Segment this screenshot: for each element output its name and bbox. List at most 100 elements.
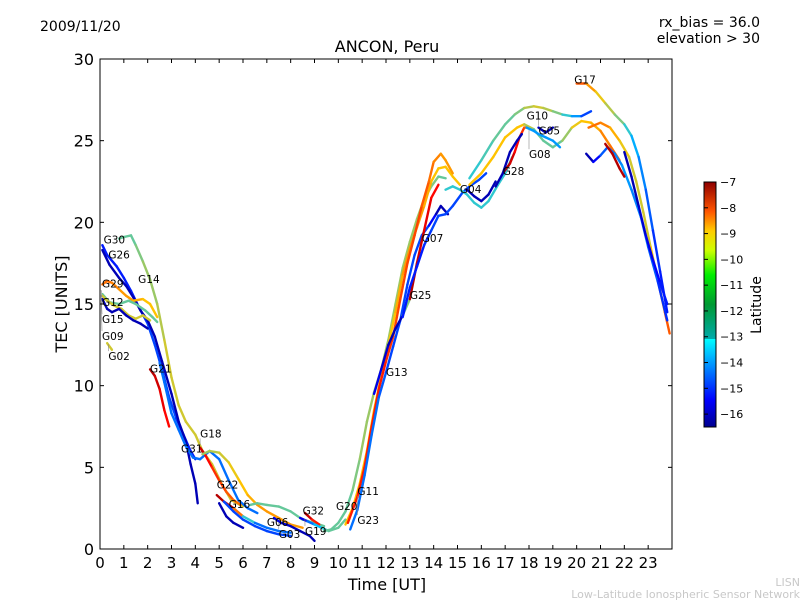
series-segment xyxy=(394,273,404,314)
rx-bias-label: rx_bias = 36.0 xyxy=(659,15,760,31)
colorbar-tick-label: −15 xyxy=(720,382,743,395)
x-tick-label: 3 xyxy=(167,554,177,572)
series-segment xyxy=(356,474,366,511)
series-segment xyxy=(134,314,145,320)
series-segment xyxy=(587,121,602,129)
series-segment xyxy=(129,234,137,247)
series-segment xyxy=(313,523,323,529)
label-leader-line xyxy=(100,290,103,298)
series-segment xyxy=(310,518,321,526)
series-segment xyxy=(415,243,426,268)
series-segment xyxy=(365,391,376,423)
y-tick-label: 30 xyxy=(74,50,94,69)
y-tick-label: 10 xyxy=(74,377,94,396)
colorbar xyxy=(703,181,717,428)
series-segment xyxy=(651,229,662,273)
series-segment xyxy=(237,477,249,497)
y-tick-label: 20 xyxy=(74,213,94,232)
series-segment xyxy=(444,165,454,178)
series-segment xyxy=(618,167,626,178)
satellite-label: G17 xyxy=(574,75,596,87)
series-segment xyxy=(542,139,555,149)
series-segment xyxy=(265,503,280,508)
series-segment xyxy=(427,212,438,227)
x-tick-label: 16 xyxy=(472,554,491,572)
series-segment xyxy=(444,204,454,216)
series-segment xyxy=(604,101,616,116)
satellite-label: G16 xyxy=(229,499,251,511)
satellite-label: G19 xyxy=(305,526,327,538)
series-segment xyxy=(623,150,633,178)
x-tick-label: 4 xyxy=(191,554,201,572)
satellite-label: G21 xyxy=(150,364,172,376)
series-g22 xyxy=(215,493,292,534)
series-g17 xyxy=(575,82,669,314)
series-segment xyxy=(125,314,135,322)
series-g18 xyxy=(198,446,242,507)
series-segment xyxy=(120,307,130,317)
series-segment xyxy=(201,449,211,456)
series-segment xyxy=(265,510,280,520)
series-segment xyxy=(167,395,178,420)
series-segment xyxy=(232,521,245,529)
x-tick-label: 0 xyxy=(95,554,105,572)
series-segment xyxy=(208,449,221,454)
series-segment xyxy=(430,167,440,183)
colorbar-ticks: −7 −8 −9 −10 −11 −12 −13 −14 −15 −16 xyxy=(704,176,743,421)
series-segment xyxy=(105,299,116,307)
satellite-label: G12 xyxy=(102,297,124,309)
series-segment xyxy=(401,240,412,270)
series-segment xyxy=(363,425,373,469)
series-segment xyxy=(329,521,340,531)
series-g17d xyxy=(623,150,669,306)
satellite-label: G25 xyxy=(410,290,432,302)
satellite-label: G08 xyxy=(529,149,551,161)
series-segment xyxy=(408,265,419,289)
x-tick-label: 13 xyxy=(400,554,419,572)
series-segment xyxy=(523,123,535,131)
series-g32 xyxy=(303,511,321,526)
series-segment xyxy=(613,152,624,167)
series-g07 xyxy=(401,172,488,319)
colorbar-tick-label: −10 xyxy=(720,253,743,266)
satellite-label: G22 xyxy=(217,480,239,492)
series-segment xyxy=(117,288,128,298)
colorbar-tick-label: −13 xyxy=(720,331,743,344)
series-segment xyxy=(422,180,433,208)
series-segment xyxy=(363,433,373,477)
series-segment xyxy=(215,493,226,503)
x-tick-label: 14 xyxy=(424,554,443,572)
series-segment xyxy=(153,335,164,363)
series-segment xyxy=(401,247,412,276)
series-segment xyxy=(184,444,195,459)
series-segment xyxy=(306,520,316,526)
series-segment xyxy=(599,121,612,129)
series-segment xyxy=(232,510,245,521)
series-segment xyxy=(127,299,137,306)
series-segment xyxy=(585,82,597,93)
colorbar-tick-label: −14 xyxy=(720,357,743,370)
series-segment xyxy=(203,453,214,469)
colorbar-tick-label: −8 xyxy=(720,202,736,215)
series-segment xyxy=(139,322,149,330)
series-g13 xyxy=(349,204,450,531)
series-segment xyxy=(380,343,390,371)
series-segment xyxy=(125,284,135,299)
series-segment xyxy=(580,119,593,124)
series-segment xyxy=(110,307,121,314)
series-segment xyxy=(592,154,602,164)
series-g16 xyxy=(222,500,292,538)
series-segment xyxy=(620,163,633,191)
x-tick-label: 17 xyxy=(496,554,515,572)
series-segment xyxy=(472,201,483,209)
series-segment xyxy=(542,106,555,113)
series-segment xyxy=(468,172,483,186)
satellite-label: G31 xyxy=(181,444,203,456)
series-segment xyxy=(127,314,137,320)
series-segment xyxy=(241,515,257,525)
series-segment xyxy=(134,243,145,263)
series-segment xyxy=(163,338,173,379)
series-segment xyxy=(494,172,504,188)
series-segment xyxy=(146,319,157,338)
satellite-label: G02 xyxy=(108,351,130,363)
